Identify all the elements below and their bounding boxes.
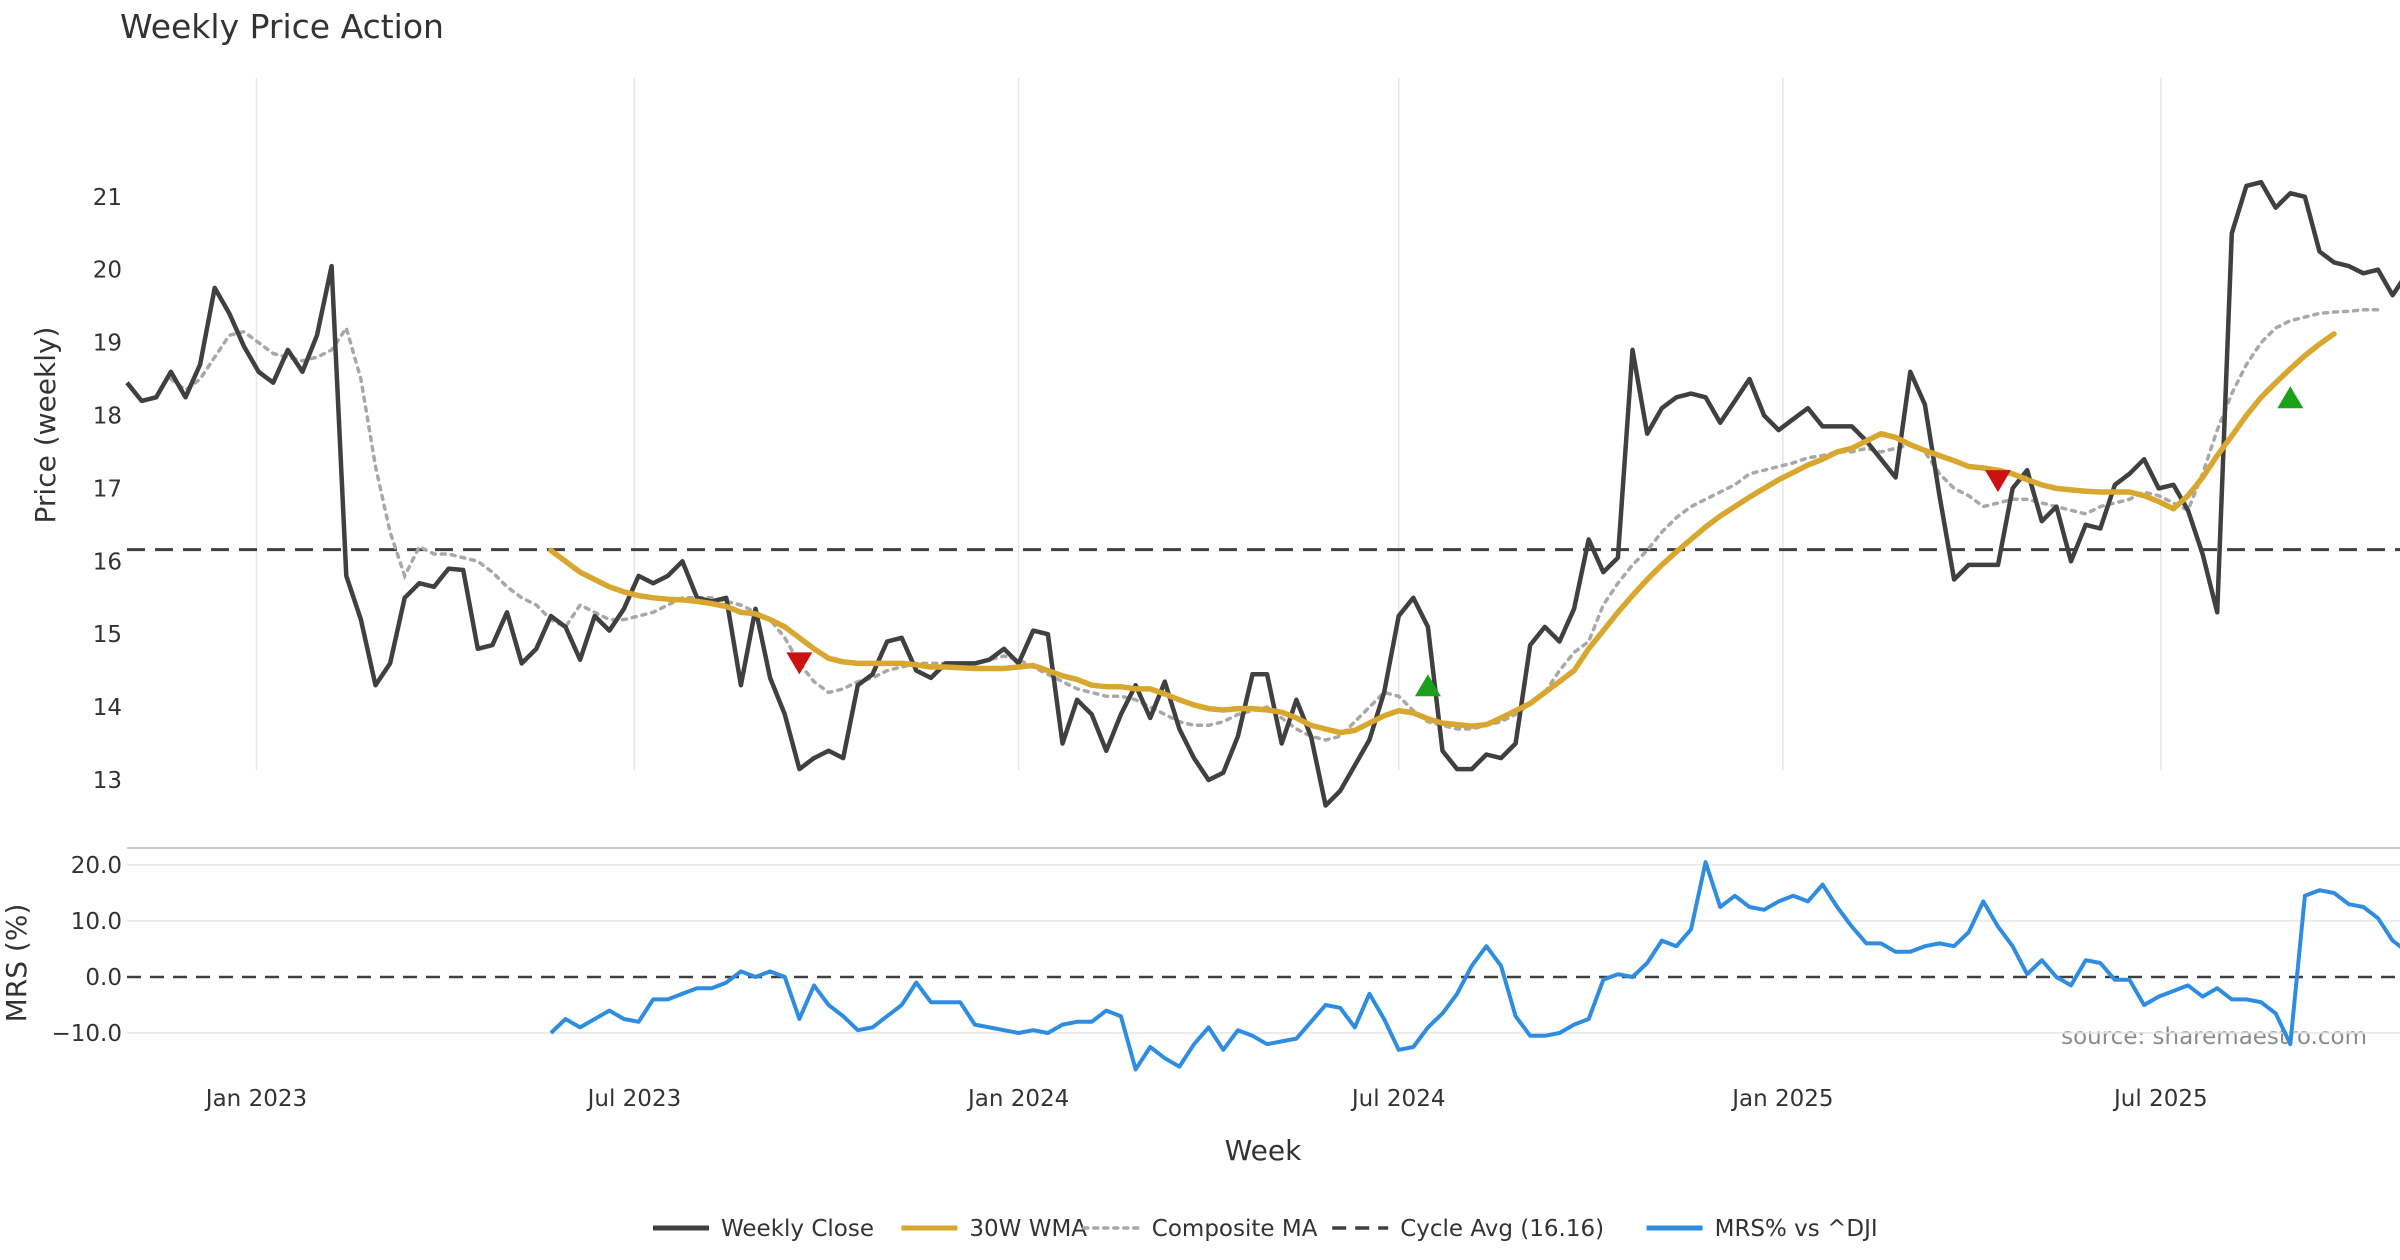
x-tick-label: Jul 2023 [586, 1086, 682, 1112]
mrs-y-tick-label: −10.0 [52, 1021, 122, 1047]
legend: Weekly Close 30W WMA Composite MA Cycle Avg… [653, 1216, 1878, 1242]
source-annotation: source: sharemaestro.com [2061, 1024, 2367, 1050]
x-axis-label: Week [1225, 1134, 1302, 1167]
sell-signal-marker-2 [1984, 470, 2011, 493]
price-y-tick-label: 16 [93, 549, 122, 575]
price-y-tick-label: 15 [93, 622, 122, 648]
mrs-line [549, 860, 2400, 1072]
mrs-y-axis-label: MRS (%) [0, 904, 33, 1023]
mrs-y-tick-label: 10.0 [71, 909, 122, 935]
wma-30w-line [548, 331, 2337, 736]
price-y-tick-label: 13 [93, 768, 122, 794]
weekly-close-line [125, 179, 2400, 808]
price-y-tick-label: 19 [93, 331, 122, 357]
price-y-tick-label: 14 [93, 695, 122, 721]
x-tick-label: Jan 2024 [966, 1086, 1069, 1112]
x-axis-ticks: Jan 2023 Jul 2023 Jan 2024 Jul 2024 Jan 2025… [204, 1086, 2208, 1112]
price-y-axis-label: Price (weekly) [29, 327, 62, 524]
chart-title: Weekly Price Action [120, 7, 444, 46]
legend-label-1: 30W WMA [969, 1216, 1087, 1242]
price-y-tick-label: 20 [93, 258, 122, 284]
composite-ma-line [169, 308, 2380, 742]
legend-label-3: Cycle Avg (16.16) [1400, 1216, 1604, 1242]
sell-signal-marker-0 [786, 652, 813, 675]
price-y-tick-label: 18 [93, 404, 122, 430]
buy-signal-marker-3 [2277, 386, 2304, 409]
x-tick-label: Jul 2024 [1350, 1086, 1446, 1112]
mrs-y-tick-label: 20.0 [71, 853, 122, 879]
legend-label-0: Weekly Close [721, 1216, 874, 1242]
legend-label-4: MRS% vs ^DJI [1715, 1216, 1878, 1242]
mrs-panel: 20.0 10.0 0.0 −10.0 [52, 847, 2400, 1072]
x-tick-label: Jan 2023 [204, 1086, 307, 1112]
price-panel: 13 14 15 16 17 18 19 20 21 [93, 78, 2400, 808]
buy-signal-marker-1 [1414, 674, 1441, 697]
mrs-y-tick-label: 0.0 [85, 965, 122, 991]
x-tick-label: Jul 2025 [2112, 1086, 2208, 1112]
price-y-tick-label: 17 [93, 476, 122, 502]
price-y-tick-label: 21 [93, 185, 122, 211]
legend-label-2: Composite MA [1152, 1216, 1318, 1242]
x-tick-label: Jan 2025 [1730, 1086, 1833, 1112]
